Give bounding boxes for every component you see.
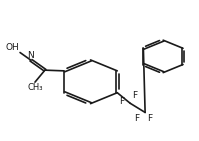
Text: OH: OH (5, 43, 19, 52)
Text: F: F (132, 92, 137, 100)
Text: N: N (27, 51, 33, 60)
Text: CH₃: CH₃ (27, 83, 43, 92)
Text: F: F (134, 114, 139, 123)
Text: F: F (119, 97, 124, 106)
Text: F: F (147, 114, 153, 123)
